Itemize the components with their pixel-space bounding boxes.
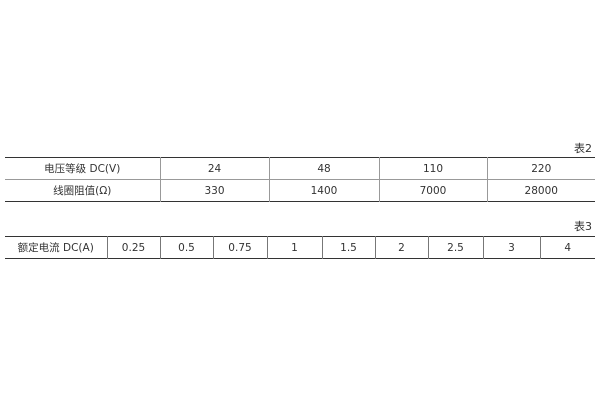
table2: 电压等级 DC(V) 24 48 110 220 线圈阻值(Ω) 330 140…: [5, 157, 595, 202]
cell: 1400: [268, 179, 379, 202]
cell: 2: [374, 236, 428, 259]
table-row: 额定电流 DC(A) 0.25 0.5 0.75 1 1.5 2 2.5 3 4: [5, 236, 595, 259]
table2-caption: 表2: [574, 142, 592, 155]
table-row: 电压等级 DC(V) 24 48 110 220: [5, 157, 595, 180]
row-label: 线圈阻值(Ω): [53, 185, 112, 197]
table3: 额定电流 DC(A) 0.25 0.5 0.75 1 1.5 2 2.5 3 4: [5, 236, 595, 259]
cell: 2.5: [427, 236, 483, 259]
cell: 4: [539, 236, 595, 259]
cell: 0.25: [106, 236, 160, 259]
row-label: 电压等级 DC(V): [5, 157, 160, 180]
table-row: 线圈阻值(Ω) 330 1400 7000 28000: [5, 179, 595, 202]
row-label: 额定电流 DC(A): [17, 242, 94, 254]
cell: 220: [486, 157, 595, 180]
cell: 3: [482, 236, 540, 259]
cell: 0.5: [159, 236, 213, 259]
cell: 24: [159, 157, 269, 180]
cell: 110: [378, 157, 487, 180]
cell: 7000: [378, 179, 487, 202]
table3-caption: 表3: [574, 220, 592, 233]
cell: 330: [159, 179, 269, 202]
cell: 48: [268, 157, 379, 180]
cell: 0.75: [212, 236, 267, 259]
cell: 1.5: [321, 236, 375, 259]
cell: 28000: [486, 179, 595, 202]
cell: 1: [266, 236, 322, 259]
